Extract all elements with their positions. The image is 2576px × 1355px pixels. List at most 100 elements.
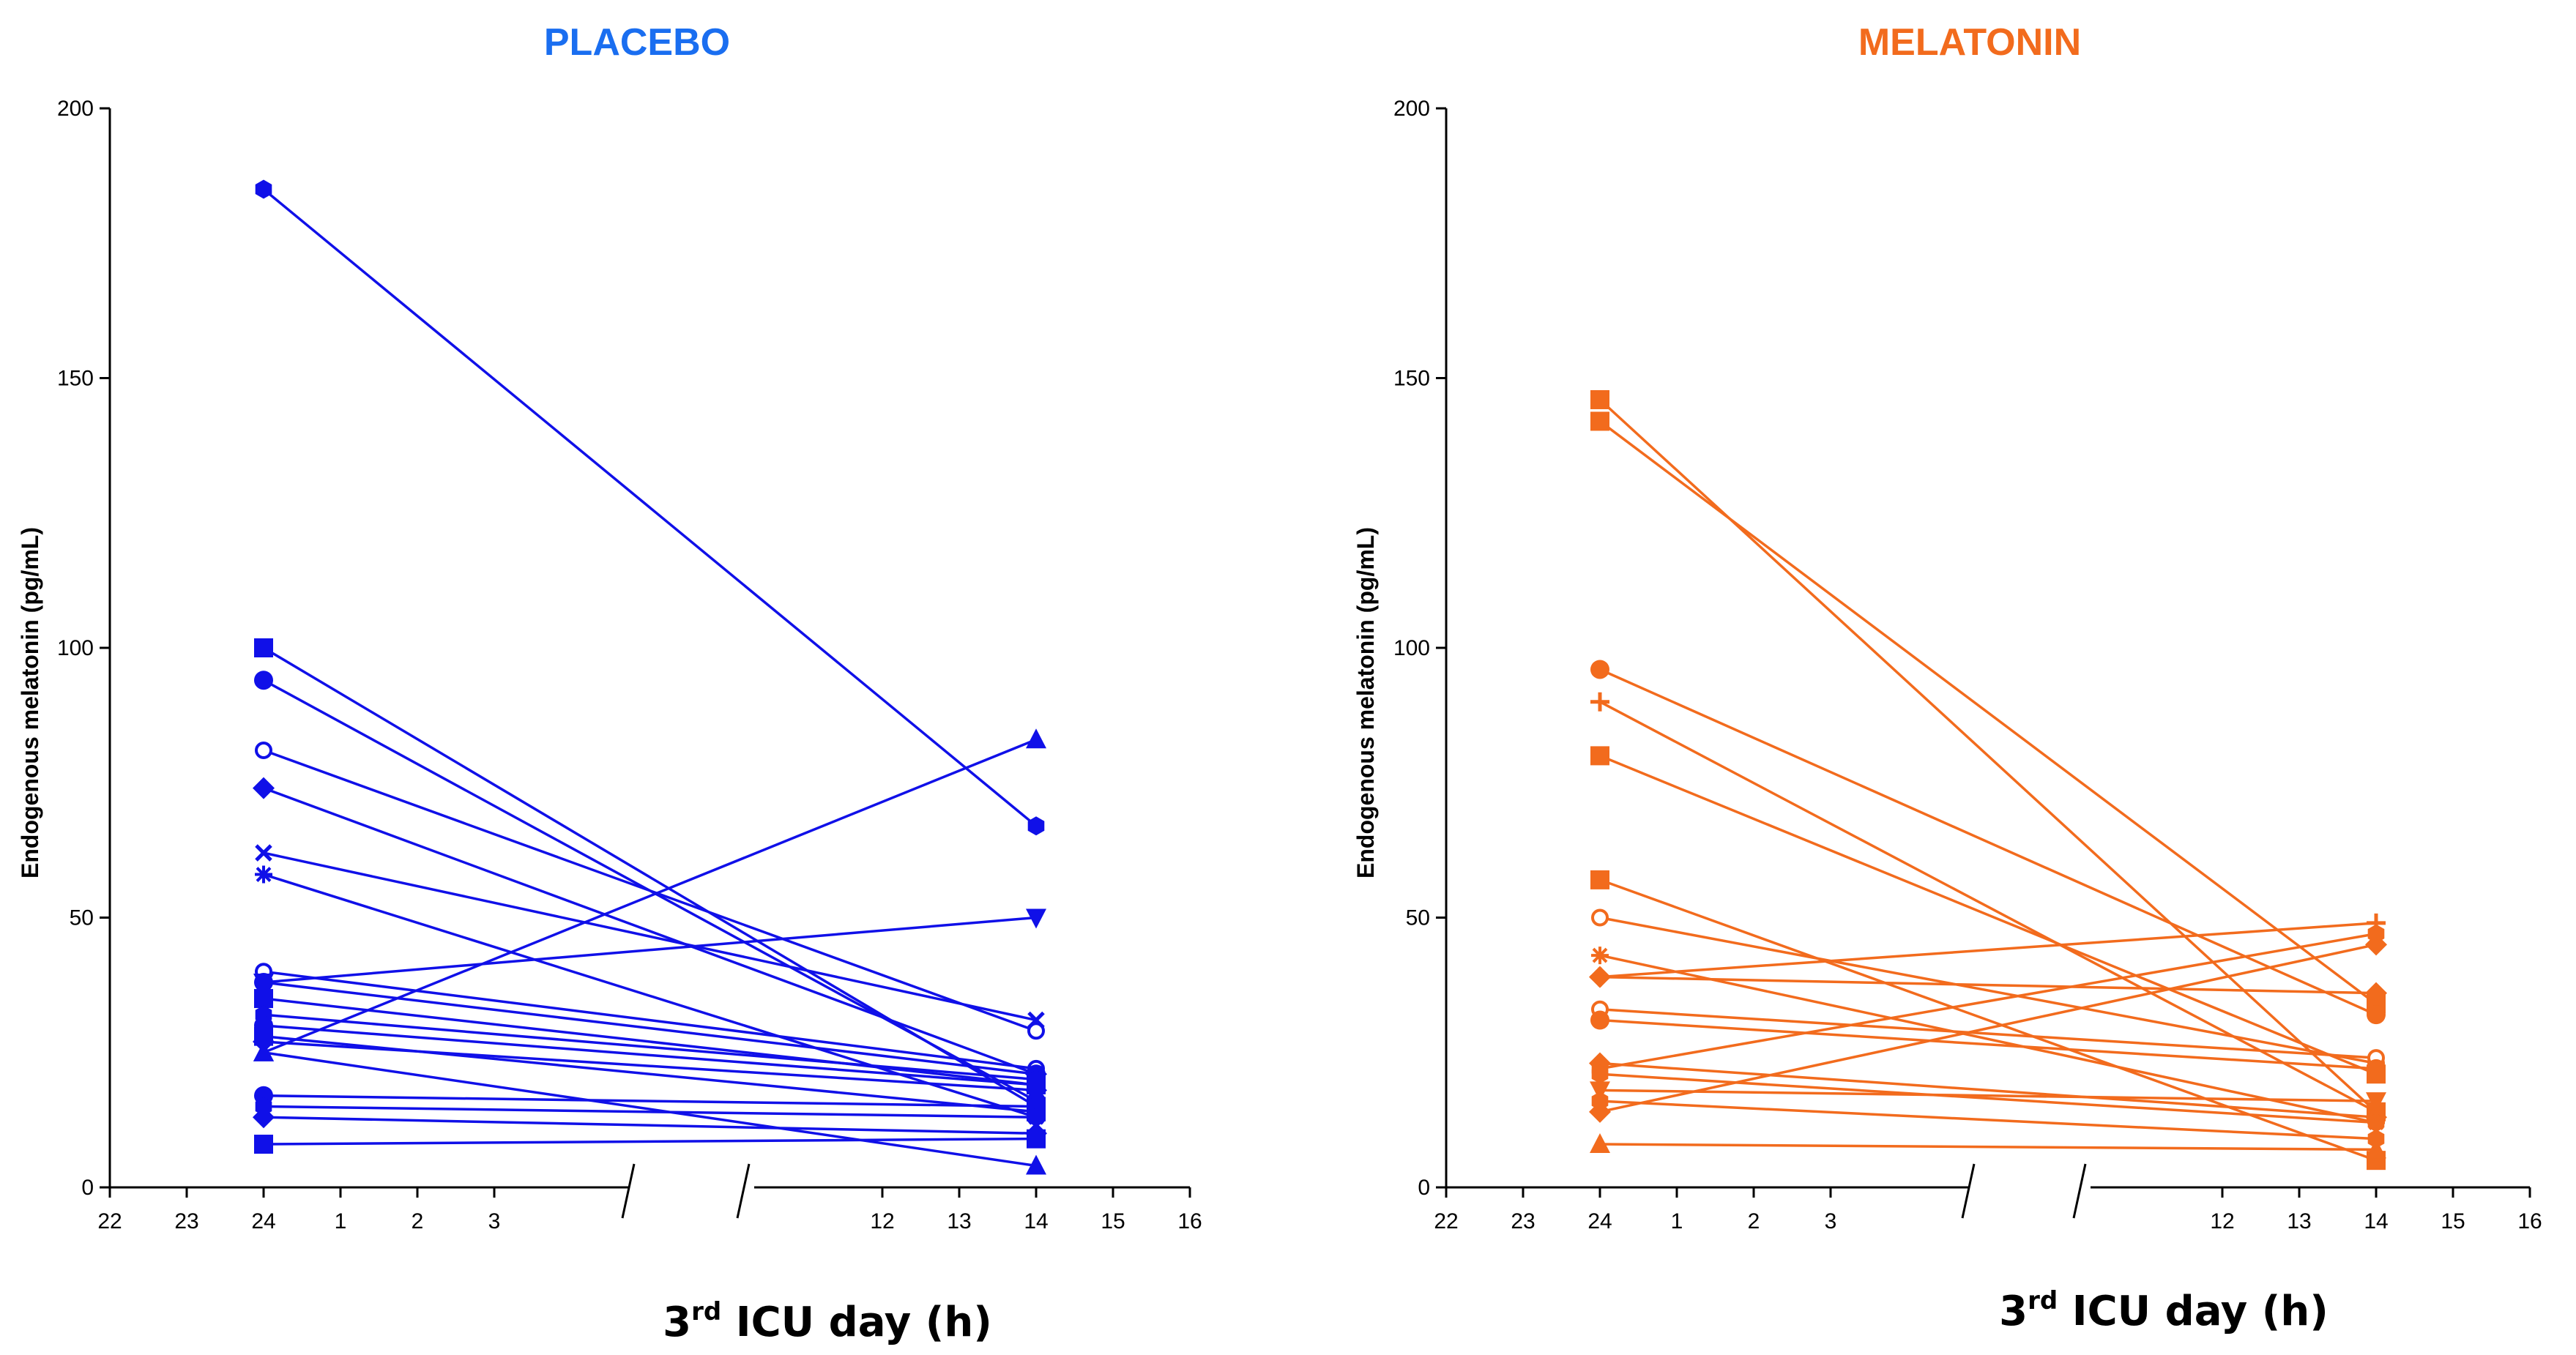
x-tick-label: 13	[2287, 1209, 2311, 1233]
x-tick-label: 16	[2517, 1209, 2542, 1233]
axis-break-mark	[736, 1163, 751, 1219]
x-tick-label: 22	[1434, 1209, 1458, 1233]
data-point-circle-icon	[254, 671, 273, 690]
data-point-hexagon-icon	[1027, 816, 1045, 836]
placebo-panel: PLACEBO Endogenous melatonin (pg/mL) 3rd…	[17, 21, 1202, 1346]
y-tick-label: 200	[57, 97, 94, 121]
data-point-diamond-icon	[2365, 982, 2387, 1004]
axis-break-mark	[1961, 1163, 1976, 1219]
data-point-square-icon	[254, 638, 273, 657]
data-point-diamond-icon	[2365, 933, 2387, 956]
data-point-plus-icon	[1590, 967, 1609, 987]
y-tick-label: 150	[1393, 367, 1430, 391]
series-line	[1599, 922, 2377, 979]
series-line	[263, 749, 1037, 1032]
data-point-diamond-icon	[1025, 1079, 1047, 1102]
y-tick-label: 50	[70, 906, 94, 930]
series-line	[1599, 754, 2377, 1075]
x-tick-label: 16	[1177, 1209, 1202, 1233]
series-line	[263, 1024, 1037, 1086]
y-tick-label: 0	[1418, 1176, 1430, 1200]
data-point-x-icon	[1027, 1011, 1045, 1029]
y-tick-label: 150	[57, 367, 94, 391]
series-line	[1599, 1018, 2377, 1070]
data-point-star-icon	[255, 865, 272, 884]
series-line	[1598, 398, 2378, 1113]
x-tick-label: 15	[1101, 1209, 1125, 1233]
x-tick-label: 2	[1748, 1209, 1760, 1233]
data-point-triangle-icon	[2366, 1138, 2386, 1159]
series-line	[263, 1094, 1037, 1108]
data-point-triangle-down-icon	[1590, 1081, 1610, 1102]
data-point-diamond-icon	[253, 777, 275, 799]
x-tick-label: 24	[251, 1209, 275, 1233]
data-point-star-icon	[1591, 947, 1609, 965]
x-tick-label: 3	[1825, 1209, 1837, 1233]
axis-break-mark	[2072, 1163, 2087, 1219]
placebo-markers	[253, 179, 1047, 1175]
data-point-diamond-icon	[1589, 1100, 1611, 1123]
series-line	[1599, 668, 2377, 1016]
data-point-circle-icon	[254, 972, 273, 992]
data-point-circle-icon	[1590, 660, 1609, 679]
data-point-circle-icon	[1590, 1010, 1609, 1030]
axis-break-mark	[621, 1163, 636, 1219]
y-tick-label: 100	[57, 636, 94, 660]
series-line	[263, 1105, 1037, 1119]
series-line	[263, 916, 1037, 984]
y-tick-label: 50	[1406, 906, 1430, 930]
x-tick-label: 22	[97, 1209, 122, 1233]
data-point-hexagon-icon	[255, 179, 272, 199]
series-line	[262, 188, 1038, 827]
series-line	[263, 1116, 1037, 1135]
data-point-square-icon	[1590, 870, 1609, 889]
x-tick-label: 12	[870, 1209, 894, 1233]
data-point-square-icon	[1590, 389, 1609, 409]
series-line	[263, 970, 1037, 1070]
data-point-triangle-icon	[1590, 1133, 1610, 1154]
series-line	[1599, 954, 2377, 1124]
data-point-ring-icon	[1027, 1022, 1045, 1040]
placebo-series-lines	[262, 188, 1038, 1168]
data-point-plus-icon	[1590, 692, 1609, 712]
melatonin-ylabel: Endogenous melatonin (pg/mL)	[1352, 527, 1379, 878]
series-line	[1599, 878, 2377, 1162]
melatonin-series-lines	[1598, 398, 2378, 1162]
data-point-x-icon	[255, 844, 272, 862]
series-line	[1599, 916, 2377, 1065]
series-line	[263, 851, 1037, 1022]
data-point-circle-icon	[2367, 1059, 2386, 1078]
series-line	[1599, 1100, 2377, 1141]
data-point-triangle-icon	[1026, 728, 1046, 749]
data-point-square-icon	[1590, 746, 1609, 766]
data-point-hexagon-icon	[1591, 1064, 1609, 1084]
melatonin-title: MELATONIN	[1858, 21, 2081, 64]
series-line	[1598, 420, 2378, 1005]
data-point-diamond-icon	[253, 1106, 275, 1129]
series-line	[263, 873, 1037, 1119]
x-tick-label: 13	[947, 1209, 971, 1233]
series-line	[263, 738, 1037, 1054]
series-line	[263, 1040, 1037, 1092]
data-point-triangle-down-icon	[1026, 908, 1046, 929]
x-tick-label: 1	[1671, 1209, 1683, 1233]
data-point-hexagon-icon	[2367, 1113, 2385, 1132]
series-line	[263, 1051, 1037, 1168]
x-tick-label: 15	[2441, 1209, 2465, 1233]
placebo-title: PLACEBO	[544, 21, 730, 64]
melatonin-xlabel: 3rd ICU day (h)	[1999, 1286, 2329, 1335]
series-line	[1599, 1072, 2377, 1124]
series-line	[263, 997, 1037, 1086]
x-tick-label: 1	[335, 1209, 347, 1233]
y-tick-label: 100	[1393, 636, 1430, 660]
data-point-triangle-down-icon	[2366, 1092, 2386, 1113]
series-line	[1599, 1089, 2377, 1102]
x-tick-label: 23	[174, 1209, 198, 1233]
data-point-ring-icon	[1591, 908, 1609, 927]
data-point-square-icon	[254, 1135, 273, 1154]
data-point-hexagon-icon	[1027, 1108, 1045, 1127]
x-tick-label: 12	[2210, 1209, 2234, 1233]
series-line	[263, 981, 1037, 1075]
